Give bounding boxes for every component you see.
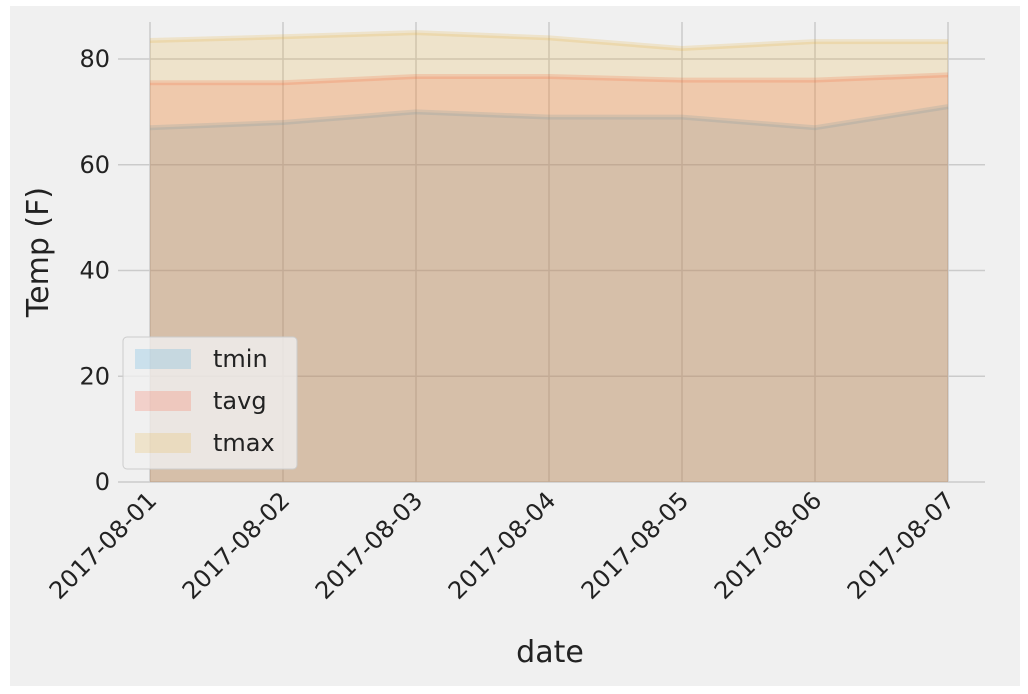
x-tick-labels: 2017-08-01 2017-08-02 2017-08-03 2017-08-04… <box>44 486 960 604</box>
y-tick-label: 80 <box>79 45 110 73</box>
legend-label-tavg: tavg <box>213 387 267 415</box>
y-tick-labels: 0 20 40 60 80 <box>79 45 110 496</box>
x-tick-label: 2017-08-02 <box>177 486 295 604</box>
x-tick-label: 2017-08-03 <box>310 486 428 604</box>
y-tick-label: 0 <box>95 468 110 496</box>
legend-swatch-tmax <box>135 433 191 453</box>
area-tmin <box>150 106 948 482</box>
y-tick-label: 20 <box>79 362 110 390</box>
line-tavg <box>150 72 949 86</box>
x-tick-label: 2017-08-05 <box>576 486 694 604</box>
area-tmax <box>150 32 948 483</box>
y-tick-label: 60 <box>79 151 110 179</box>
x-axis-title: date <box>516 635 584 670</box>
legend-swatch-tavg <box>135 391 191 411</box>
y-tick-label: 40 <box>79 257 110 285</box>
chart-frame: 0 20 40 60 80 2017-08-01 2017-08-02 2017-08-03… <box>10 6 1020 686</box>
x-tick-label: 2017-08-06 <box>709 486 827 604</box>
x-tick-label: 2017-08-04 <box>443 486 561 604</box>
legend-label-tmin: tmin <box>213 345 268 373</box>
x-tick-label: 2017-08-07 <box>842 486 960 604</box>
series-areas <box>149 30 949 483</box>
legend: tmin tavg tmax <box>122 336 298 470</box>
legend-label-tmax: tmax <box>213 429 275 457</box>
area-tavg <box>150 74 948 482</box>
legend-swatch-tmin <box>135 349 191 369</box>
legend-box <box>122 336 298 470</box>
area-chart: 0 20 40 60 80 2017-08-01 2017-08-02 2017-08-03… <box>21 22 985 670</box>
line-tmin <box>149 104 949 131</box>
line-tmax <box>149 30 948 51</box>
x-tick-label: 2017-08-01 <box>44 486 162 604</box>
y-axis-title: Temp (F) <box>21 187 56 318</box>
